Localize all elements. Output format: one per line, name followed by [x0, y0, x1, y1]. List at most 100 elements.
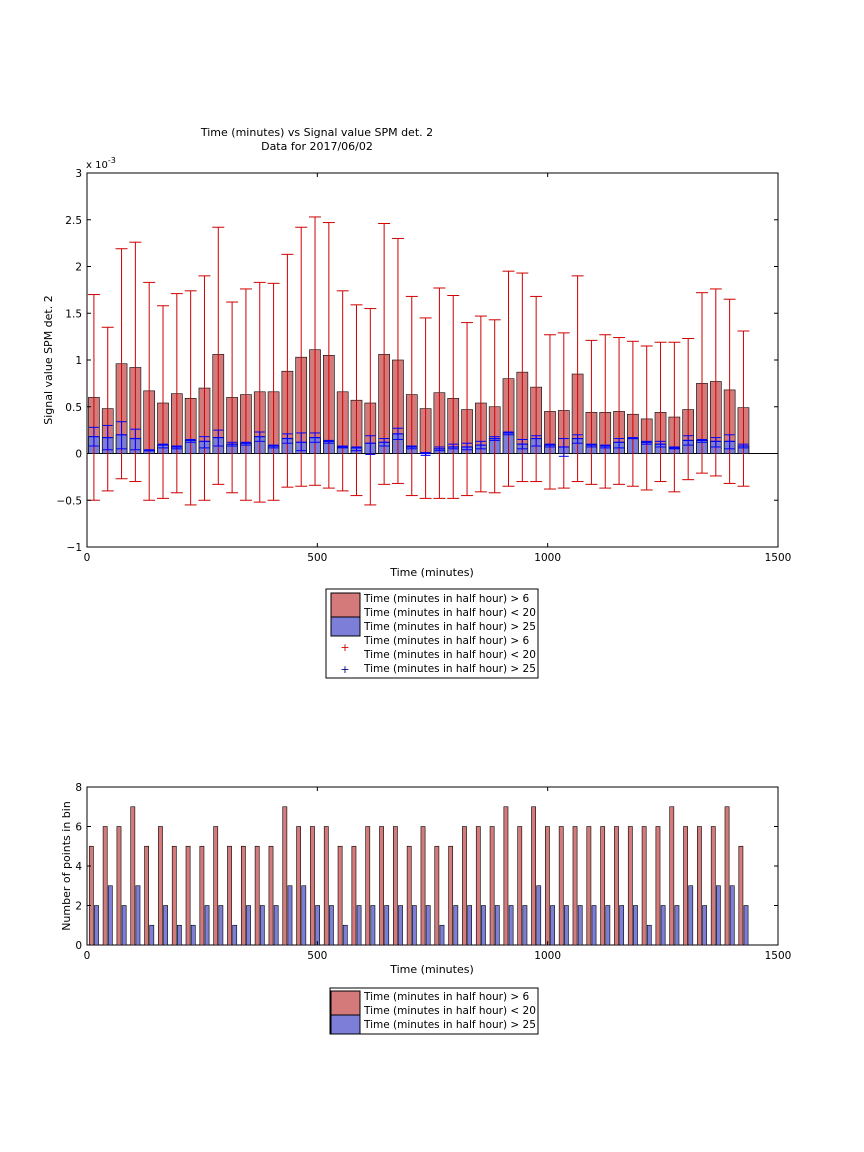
red-count-bar	[351, 845, 357, 946]
legend-entry: Time (minutes in half hour) < 20	[363, 1005, 536, 1017]
red-count-bar	[88, 845, 94, 946]
blue-count-bar	[329, 905, 334, 946]
blue-count-bar	[716, 885, 721, 946]
red-count-bar	[406, 845, 412, 946]
y-tick-label: 6	[75, 822, 82, 834]
x-tick-label: 1000	[534, 950, 561, 962]
y-axis-exponent-label: x 10-3	[86, 156, 116, 171]
red-count-bar	[710, 826, 716, 946]
red-count-bar	[337, 845, 343, 946]
blue-count-bar	[439, 924, 445, 946]
blue-count-bar	[536, 885, 542, 946]
blue-count-bar	[342, 924, 348, 946]
blue-count-bar	[646, 924, 652, 946]
legend-swatch-blue-bar	[330, 616, 361, 637]
y-axis-label: Signal value SPM det. 2	[42, 295, 55, 425]
red-count-bar	[655, 826, 661, 946]
blue-count-bar	[550, 905, 555, 946]
blue-count-bar	[190, 924, 196, 946]
blue-count-bar	[619, 905, 625, 946]
y-tick-label: 8	[75, 782, 82, 794]
red-count-bar	[296, 826, 302, 946]
blue-count-bar	[121, 905, 127, 946]
blue-count-bar	[522, 905, 528, 946]
legend-entry: Time (minutes in half hour) < 20	[363, 649, 536, 661]
blue-count-bar	[481, 905, 486, 946]
blue-count-bar	[494, 905, 500, 946]
y-tick-label: 3	[75, 168, 82, 180]
x-tick-label: 500	[307, 552, 327, 564]
blue-count-bar	[633, 905, 638, 946]
x-tick-label: 0	[84, 950, 91, 962]
blue-count-bar	[163, 905, 168, 946]
blue-count-bar	[149, 924, 155, 946]
legend-box	[325, 588, 539, 679]
red-count-bar	[282, 806, 288, 946]
blue-count-bar	[301, 885, 307, 946]
red-count-bar	[545, 826, 550, 946]
red-count-bar	[199, 845, 205, 946]
y-tick-label: 0	[75, 940, 82, 952]
blue-count-bar	[467, 905, 472, 946]
blue-count-bar	[508, 905, 514, 946]
blue-count-bar	[204, 905, 210, 946]
legend-entry: Time (minutes in half hour) < 20	[363, 607, 536, 619]
red-count-bar	[227, 845, 232, 946]
blue-count-bar	[135, 885, 141, 946]
y-tick-label: −1	[67, 542, 82, 554]
red-count-bar	[434, 845, 440, 946]
legend-box	[329, 987, 539, 1035]
red-count-bar	[116, 826, 122, 946]
legend-swatch-red-bar	[330, 990, 361, 1016]
blue-count-bar	[315, 905, 320, 946]
red-count-bar	[738, 845, 744, 946]
y-tick-label: 1.5	[65, 308, 82, 320]
legend-bottom: Time (minutes in half hour) > 6 Time (mi…	[329, 987, 539, 1035]
blue-count-bar	[356, 905, 362, 946]
x-tick-label: 500	[307, 950, 327, 962]
y-tick-label: 4	[75, 861, 82, 873]
blue-count-bar	[287, 885, 293, 946]
y-tick-label: 0.5	[65, 402, 82, 414]
bar-groups	[88, 349, 750, 454]
blue-count-bar	[107, 885, 113, 946]
count-bars	[88, 806, 749, 946]
y-tick-label: 2.5	[65, 215, 82, 227]
blue-count-bar	[743, 905, 749, 946]
y-axis-label: Number of points in bin	[60, 801, 73, 931]
blue-count-bar	[605, 905, 611, 946]
blue-count-bar	[729, 885, 735, 946]
blue-count-bar	[577, 905, 583, 946]
blue-count-bar	[660, 905, 666, 946]
red-count-bar	[102, 826, 108, 946]
red-count-bar	[531, 806, 536, 946]
red-count-bar	[130, 806, 136, 946]
blue-count-bar	[688, 885, 694, 946]
x-tick-label: 1500	[765, 950, 792, 962]
red-count-bar	[724, 806, 730, 946]
y-tick-label: 2	[75, 901, 82, 913]
blue-count-bar	[398, 905, 403, 946]
blue-count-bar	[232, 924, 238, 946]
red-count-bar	[614, 826, 619, 946]
x-tick-label: 0	[84, 552, 91, 564]
blue-count-bar	[246, 905, 251, 946]
red-count-bar	[185, 845, 191, 946]
blue-count-bar	[384, 905, 390, 946]
legend-swatch-red-bar	[330, 592, 361, 618]
red-count-bar	[503, 806, 509, 946]
y-tick-label: −0.5	[57, 495, 83, 507]
blue-count-bar	[674, 905, 680, 946]
chart-subtitle: Data for 2017/06/02	[261, 140, 373, 153]
plot-area-frame	[86, 786, 779, 946]
red-count-bar	[600, 826, 606, 946]
blue-count-bar	[453, 905, 459, 946]
red-count-bar	[393, 826, 398, 946]
x-axis-label: Time (minutes)	[389, 566, 474, 579]
red-count-bar	[627, 826, 633, 946]
red-count-bar	[641, 826, 647, 946]
y-tick-label: 1	[75, 355, 82, 367]
red-count-bar	[213, 826, 219, 946]
red-count-bar	[697, 826, 702, 946]
